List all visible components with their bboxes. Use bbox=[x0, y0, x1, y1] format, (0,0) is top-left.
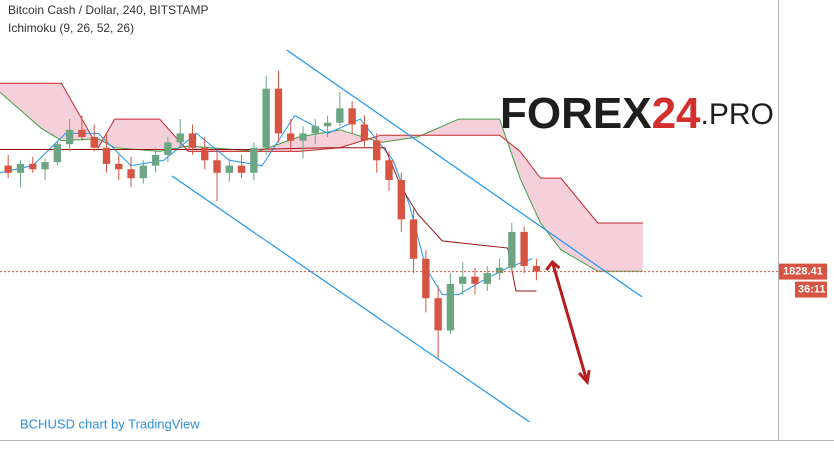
indicator-name: Ichimoku (9, 26, 52, 26) bbox=[8, 21, 134, 35]
candle-body bbox=[201, 147, 209, 161]
indicator-line bbox=[0, 114, 533, 296]
candle-body bbox=[139, 165, 148, 179]
countdown-box bbox=[795, 281, 827, 298]
candle-body bbox=[274, 88, 283, 134]
candle-body bbox=[299, 133, 307, 141]
candle-body bbox=[29, 163, 37, 170]
candle-body bbox=[102, 147, 111, 164]
candle-body bbox=[336, 108, 344, 123]
arrow-head bbox=[578, 369, 591, 386]
watermark: BCHUSD chart by TradingView bbox=[20, 416, 200, 431]
candle-body bbox=[213, 160, 221, 173]
candle-body bbox=[508, 231, 516, 268]
axes: 1828.41 36:11 bbox=[779, 263, 827, 298]
candle-body bbox=[520, 231, 528, 266]
cloud-fill bbox=[0, 83, 643, 272]
candle-body bbox=[262, 88, 270, 148]
logo: FOREX24.PRO bbox=[500, 89, 774, 138]
candle-body bbox=[360, 124, 369, 141]
candle-body bbox=[311, 126, 319, 134]
trend-line bbox=[171, 175, 530, 423]
candle-body bbox=[495, 267, 504, 274]
cloud-line bbox=[0, 91, 643, 272]
candle-body bbox=[348, 108, 356, 125]
candle-body bbox=[151, 154, 160, 166]
candle-body bbox=[225, 165, 233, 173]
candle-body bbox=[385, 160, 393, 180]
chart-title: Bitcoin Cash / Dollar, 240, BITSTAMP bbox=[8, 3, 209, 17]
logo-suffix: .PRO bbox=[701, 98, 774, 131]
candle-body bbox=[323, 122, 332, 127]
logo-main: FOREX bbox=[500, 89, 652, 138]
candle-body bbox=[409, 219, 418, 259]
candle-body bbox=[237, 165, 246, 173]
candle-body bbox=[250, 147, 258, 173]
candle-body bbox=[176, 133, 184, 143]
candle-body bbox=[16, 163, 25, 173]
candle-body bbox=[127, 169, 135, 179]
candles bbox=[4, 70, 541, 360]
last-price-box bbox=[779, 263, 827, 280]
candle-body bbox=[53, 144, 62, 163]
trend-line bbox=[286, 49, 643, 298]
candle-body bbox=[483, 273, 491, 284]
candle-body bbox=[471, 276, 479, 284]
candle-body bbox=[164, 142, 172, 155]
arrow bbox=[550, 261, 589, 383]
last-price-label: 1828.41 bbox=[783, 265, 823, 277]
candle-body bbox=[115, 163, 123, 170]
candle-body bbox=[373, 140, 381, 161]
candle-body bbox=[434, 298, 442, 331]
candle-body bbox=[459, 276, 467, 284]
candle-body bbox=[78, 129, 86, 137]
countdown-label: 36:11 bbox=[798, 283, 826, 295]
candle-body bbox=[397, 179, 405, 220]
candle-body bbox=[446, 283, 455, 331]
candle-body bbox=[287, 133, 295, 141]
arrow-tail-head bbox=[545, 259, 561, 271]
logo-accent: 24 bbox=[652, 89, 701, 138]
drawings bbox=[0, 49, 778, 423]
candle-body bbox=[532, 265, 541, 272]
candle-body bbox=[90, 136, 98, 148]
candle-body bbox=[65, 129, 74, 145]
candle-body bbox=[422, 258, 430, 299]
candle-body bbox=[41, 162, 49, 170]
candle-body bbox=[4, 165, 12, 173]
candle-body bbox=[188, 133, 197, 148]
